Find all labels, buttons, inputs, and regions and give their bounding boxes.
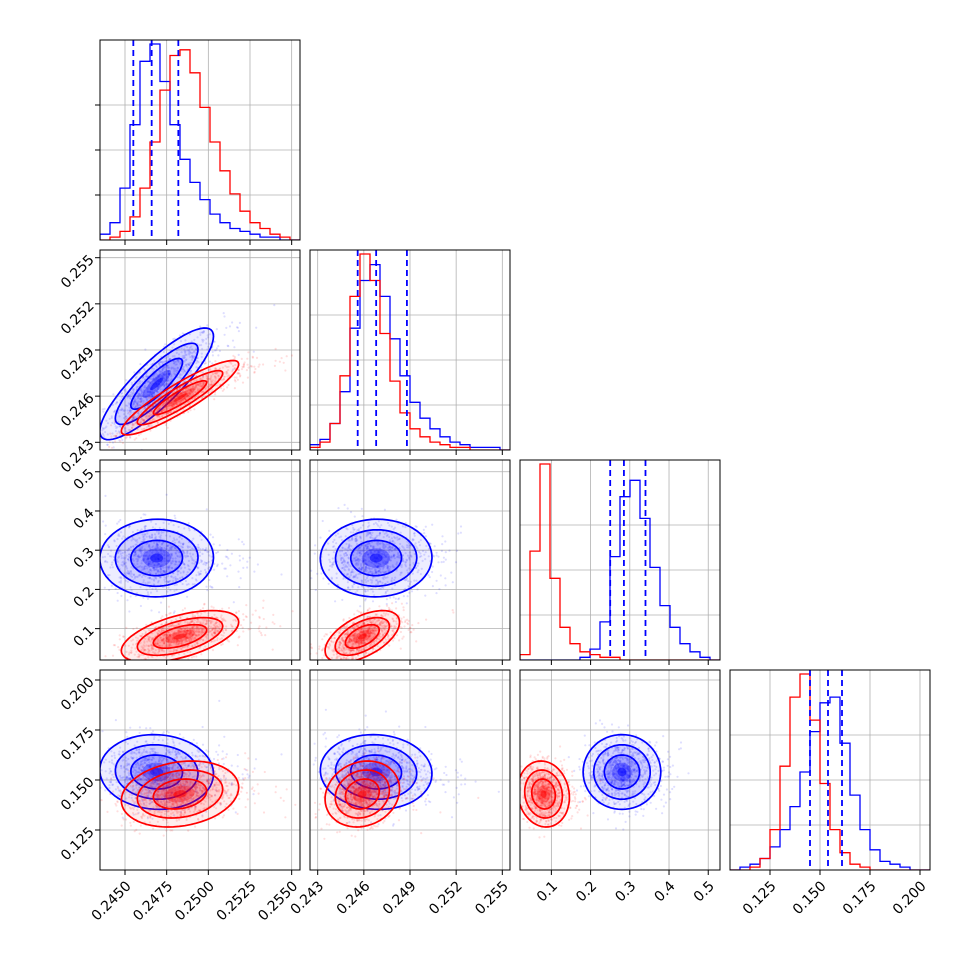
contour-series-2	[120, 609, 240, 660]
contour-series-1	[334, 528, 418, 588]
contour-series-2	[152, 623, 208, 650]
y-tick-label: 0.246	[58, 390, 98, 430]
panel-frame	[729, 669, 931, 871]
panel-4-3	[519, 669, 721, 875]
x-tick-label: 0.249	[380, 878, 420, 918]
contour-series-1	[592, 743, 652, 801]
contour-series-1	[319, 518, 433, 598]
contour-series-2	[136, 369, 224, 426]
y-tick-label: 0.150	[58, 774, 98, 814]
x-tick-label: 0.1	[534, 878, 561, 905]
contour-series-1	[100, 327, 215, 441]
y-tick-label: 0.243	[58, 437, 98, 477]
histogram-series-2	[100, 49, 300, 240]
histogram-series-1	[520, 479, 720, 660]
scatter-series-1	[310, 503, 463, 619]
x-tick-label: 0.252	[426, 878, 466, 918]
contour-series-2	[136, 769, 224, 819]
x-tick-label: 0.2500	[172, 878, 218, 924]
contour-series-2	[334, 616, 391, 657]
panel-frame	[99, 39, 301, 241]
x-tick-label: 0.125	[740, 878, 780, 918]
contour-series-2	[136, 616, 224, 657]
x-tick-label: 0.150	[790, 878, 830, 918]
contour-series-1	[603, 754, 641, 790]
panel-frame	[519, 459, 721, 661]
x-tick-label: 0.2525	[214, 878, 260, 924]
panel-3-3	[519, 459, 721, 665]
contour-series-2	[530, 778, 557, 810]
contour-series-2	[324, 609, 401, 660]
y-tick-label: 0.125	[58, 824, 98, 864]
histogram-series-2	[520, 463, 720, 660]
x-tick-label: 0.175	[840, 878, 880, 918]
contour-series-1	[129, 357, 184, 411]
panel-4-4	[729, 669, 931, 875]
contour-series-2	[523, 769, 564, 819]
contour-series-2	[344, 623, 381, 650]
panel-frame	[519, 669, 721, 871]
contour-series-1	[349, 539, 403, 577]
histogram-series-2	[730, 673, 930, 870]
y-tick-label: 0.249	[58, 344, 98, 384]
contour-series-1	[114, 528, 199, 588]
y-tick-label: 0.255	[58, 252, 98, 292]
y-tick-label: 0.3	[71, 545, 98, 572]
scatter-series-2	[520, 745, 608, 839]
scatter-series-2	[313, 750, 480, 840]
contour-series-1	[114, 342, 199, 426]
contour-series-1	[334, 743, 418, 801]
x-tick-label: 0.5	[691, 878, 718, 905]
y-tick-label: 0.2	[71, 584, 98, 611]
panel-3-2	[309, 459, 511, 665]
x-tick-label: 0.2475	[130, 878, 176, 924]
x-tick-label: 0.246	[334, 878, 374, 918]
panel-frame	[99, 669, 301, 871]
contour-series-2	[324, 760, 401, 828]
panel-1-1	[95, 39, 301, 245]
x-tick-label: 0.2450	[89, 878, 135, 924]
contour-series-1	[582, 733, 662, 811]
contour-series-1	[100, 733, 215, 811]
contour-series-1	[114, 743, 199, 801]
x-tick-label: 0.255	[472, 878, 512, 918]
contour-series-1	[129, 539, 184, 577]
contour-series-2	[344, 778, 381, 810]
panel-3-1	[95, 459, 301, 665]
contour-series-1	[100, 518, 215, 598]
contour-series-2	[520, 760, 571, 828]
y-tick-label: 0.1	[71, 623, 98, 650]
y-tick-label: 0.4	[71, 505, 98, 532]
contour-series-2	[120, 760, 240, 828]
histogram-series-2	[310, 253, 510, 450]
x-tick-label: 0.200	[890, 878, 930, 918]
histogram-series-1	[100, 43, 300, 240]
panel-4-1	[95, 669, 301, 875]
panel-2-1	[95, 249, 301, 455]
x-tick-label: 0.4	[652, 878, 679, 905]
panel-frame	[99, 459, 301, 661]
panel-2-2	[309, 249, 511, 455]
y-tick-label: 0.175	[58, 724, 98, 764]
contour-series-2	[152, 379, 208, 416]
contour-series-2	[120, 359, 240, 436]
panel-4-2	[309, 669, 511, 875]
scatter-series-2	[100, 752, 297, 837]
contour-series-2	[334, 769, 391, 819]
y-tick-label: 0.252	[58, 298, 98, 338]
x-tick-label: 0.3	[612, 878, 639, 905]
contour-series-2	[152, 778, 208, 810]
y-tick-label: 0.200	[58, 674, 98, 714]
x-tick-label: 0.2	[573, 878, 600, 905]
